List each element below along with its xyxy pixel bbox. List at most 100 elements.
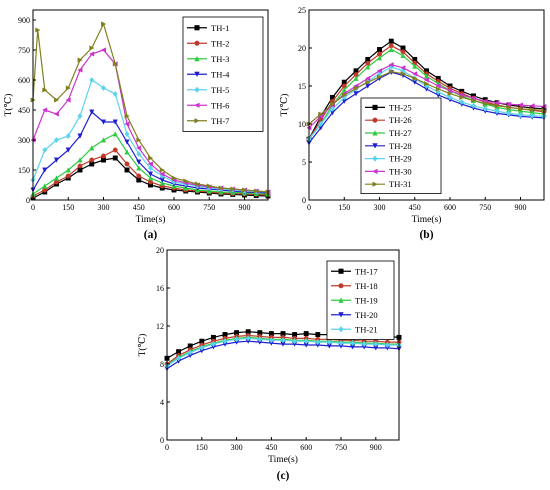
data-point: [124, 113, 130, 119]
x-tick-label: 600: [300, 443, 312, 452]
data-point: [77, 67, 83, 73]
data-point: [42, 187, 48, 193]
data-point: [529, 106, 536, 113]
y-tick-label: 10: [298, 120, 306, 129]
x-tick-label: 450: [265, 443, 277, 452]
legend: TH-1 TH-2 TH-3 TH-4 TH-5 TH-6 TH-7: [182, 16, 264, 132]
data-point: [447, 94, 453, 101]
data-point: [147, 164, 154, 172]
legend-item-th-6: TH-6: [187, 100, 229, 110]
legend: TH-25 TH-26 TH-27 TH-28 TH-29 TH-30 TH-31: [360, 97, 442, 194]
legend-marker: [338, 326, 344, 333]
data-point: [53, 111, 59, 117]
data-point: [65, 132, 71, 140]
legend-label: TH-6: [211, 100, 229, 110]
series-th-3: [30, 131, 271, 197]
legend-label: TH-18: [355, 281, 378, 291]
data-point: [350, 340, 356, 347]
y-tick-label: 300: [18, 136, 30, 145]
chart-panel-1: 0 150 300 450 600 750 900 0 150 300 450 600 750 900 Ti…: [3, 9, 271, 241]
data-point: [373, 341, 379, 348]
data-point: [88, 51, 95, 57]
x-tick-label: 900: [370, 443, 382, 452]
data-point: [470, 102, 477, 109]
legend-marker: [194, 71, 200, 78]
data-point: [257, 336, 263, 343]
y-tick-label: 0: [26, 196, 30, 205]
legend-item-th-29: TH-29: [365, 154, 412, 164]
series-th-21: [164, 335, 402, 369]
data-point: [253, 188, 260, 194]
data-point: [89, 45, 95, 51]
legend-label: TH-30: [389, 166, 412, 176]
data-point: [101, 157, 106, 163]
data-point: [423, 77, 429, 83]
series-line: [32, 22, 269, 193]
legend-label: TH-7: [211, 116, 229, 126]
data-point: [124, 149, 130, 155]
data-point: [447, 90, 453, 97]
legend-marker: [372, 117, 378, 123]
data-point: [65, 85, 72, 91]
data-point: [377, 74, 383, 80]
data-point: [482, 100, 489, 107]
data-point: [35, 27, 41, 33]
legend-item-th-25: TH-25: [365, 102, 412, 112]
data-point: [424, 81, 430, 87]
x-tick-label: 0: [165, 443, 169, 452]
data-point: [388, 38, 394, 44]
legend-label: TH-4: [211, 69, 230, 79]
data-point: [112, 90, 118, 98]
plot-frame: [166, 249, 400, 441]
y-tick-label: 12: [156, 322, 164, 331]
data-point: [218, 185, 224, 191]
data-point: [506, 104, 512, 110]
x-tick-label: 600: [168, 203, 180, 212]
data-point: [318, 111, 324, 117]
legend-item-th-2: TH-2: [187, 38, 229, 48]
data-point: [65, 97, 71, 103]
legend-marker: [194, 55, 200, 62]
data-point: [199, 344, 205, 351]
data-point: [77, 133, 83, 139]
legend-label: TH-27: [389, 128, 412, 138]
legend-marker: [372, 181, 378, 187]
legend-marker: [194, 102, 200, 108]
x-axis-label: Time(s): [268, 454, 298, 465]
legend-item-th-28: TH-28: [365, 141, 412, 151]
y-tick-label: 150: [18, 166, 30, 175]
data-point: [435, 83, 441, 89]
y-tick-label: 5: [302, 158, 306, 167]
data-point: [384, 341, 390, 349]
data-point: [341, 92, 348, 98]
data-point: [315, 339, 321, 346]
data-point: [77, 157, 83, 163]
y-axis-label: T(℃): [137, 334, 148, 357]
y-tick-label: 8: [160, 360, 164, 369]
x-tick-label: 900: [239, 203, 251, 212]
series-th-29: [306, 63, 547, 143]
legend-item-th-30: TH-30: [365, 166, 412, 176]
data-point: [124, 130, 130, 138]
data-point: [147, 175, 154, 181]
data-point: [148, 179, 153, 185]
panel-label: (b): [419, 229, 433, 241]
data-point: [210, 341, 216, 348]
panel-label: (a): [144, 229, 158, 241]
data-point: [124, 161, 130, 167]
y-axis-label: T(℃): [279, 94, 290, 117]
data-point: [135, 145, 142, 151]
legend-item-th-1: TH-1: [187, 23, 229, 33]
y-tick-label: 0: [160, 436, 164, 445]
data-point: [195, 181, 201, 187]
data-point: [206, 183, 213, 189]
data-point: [400, 52, 406, 59]
legend-item-th-7: TH-7: [187, 116, 229, 126]
y-tick-label: 600: [18, 76, 30, 85]
data-point: [245, 335, 251, 342]
data-point: [124, 121, 130, 127]
legend-label: TH-25: [389, 102, 412, 112]
data-point: [89, 145, 95, 151]
data-point: [388, 62, 394, 68]
data-point: [65, 147, 71, 153]
